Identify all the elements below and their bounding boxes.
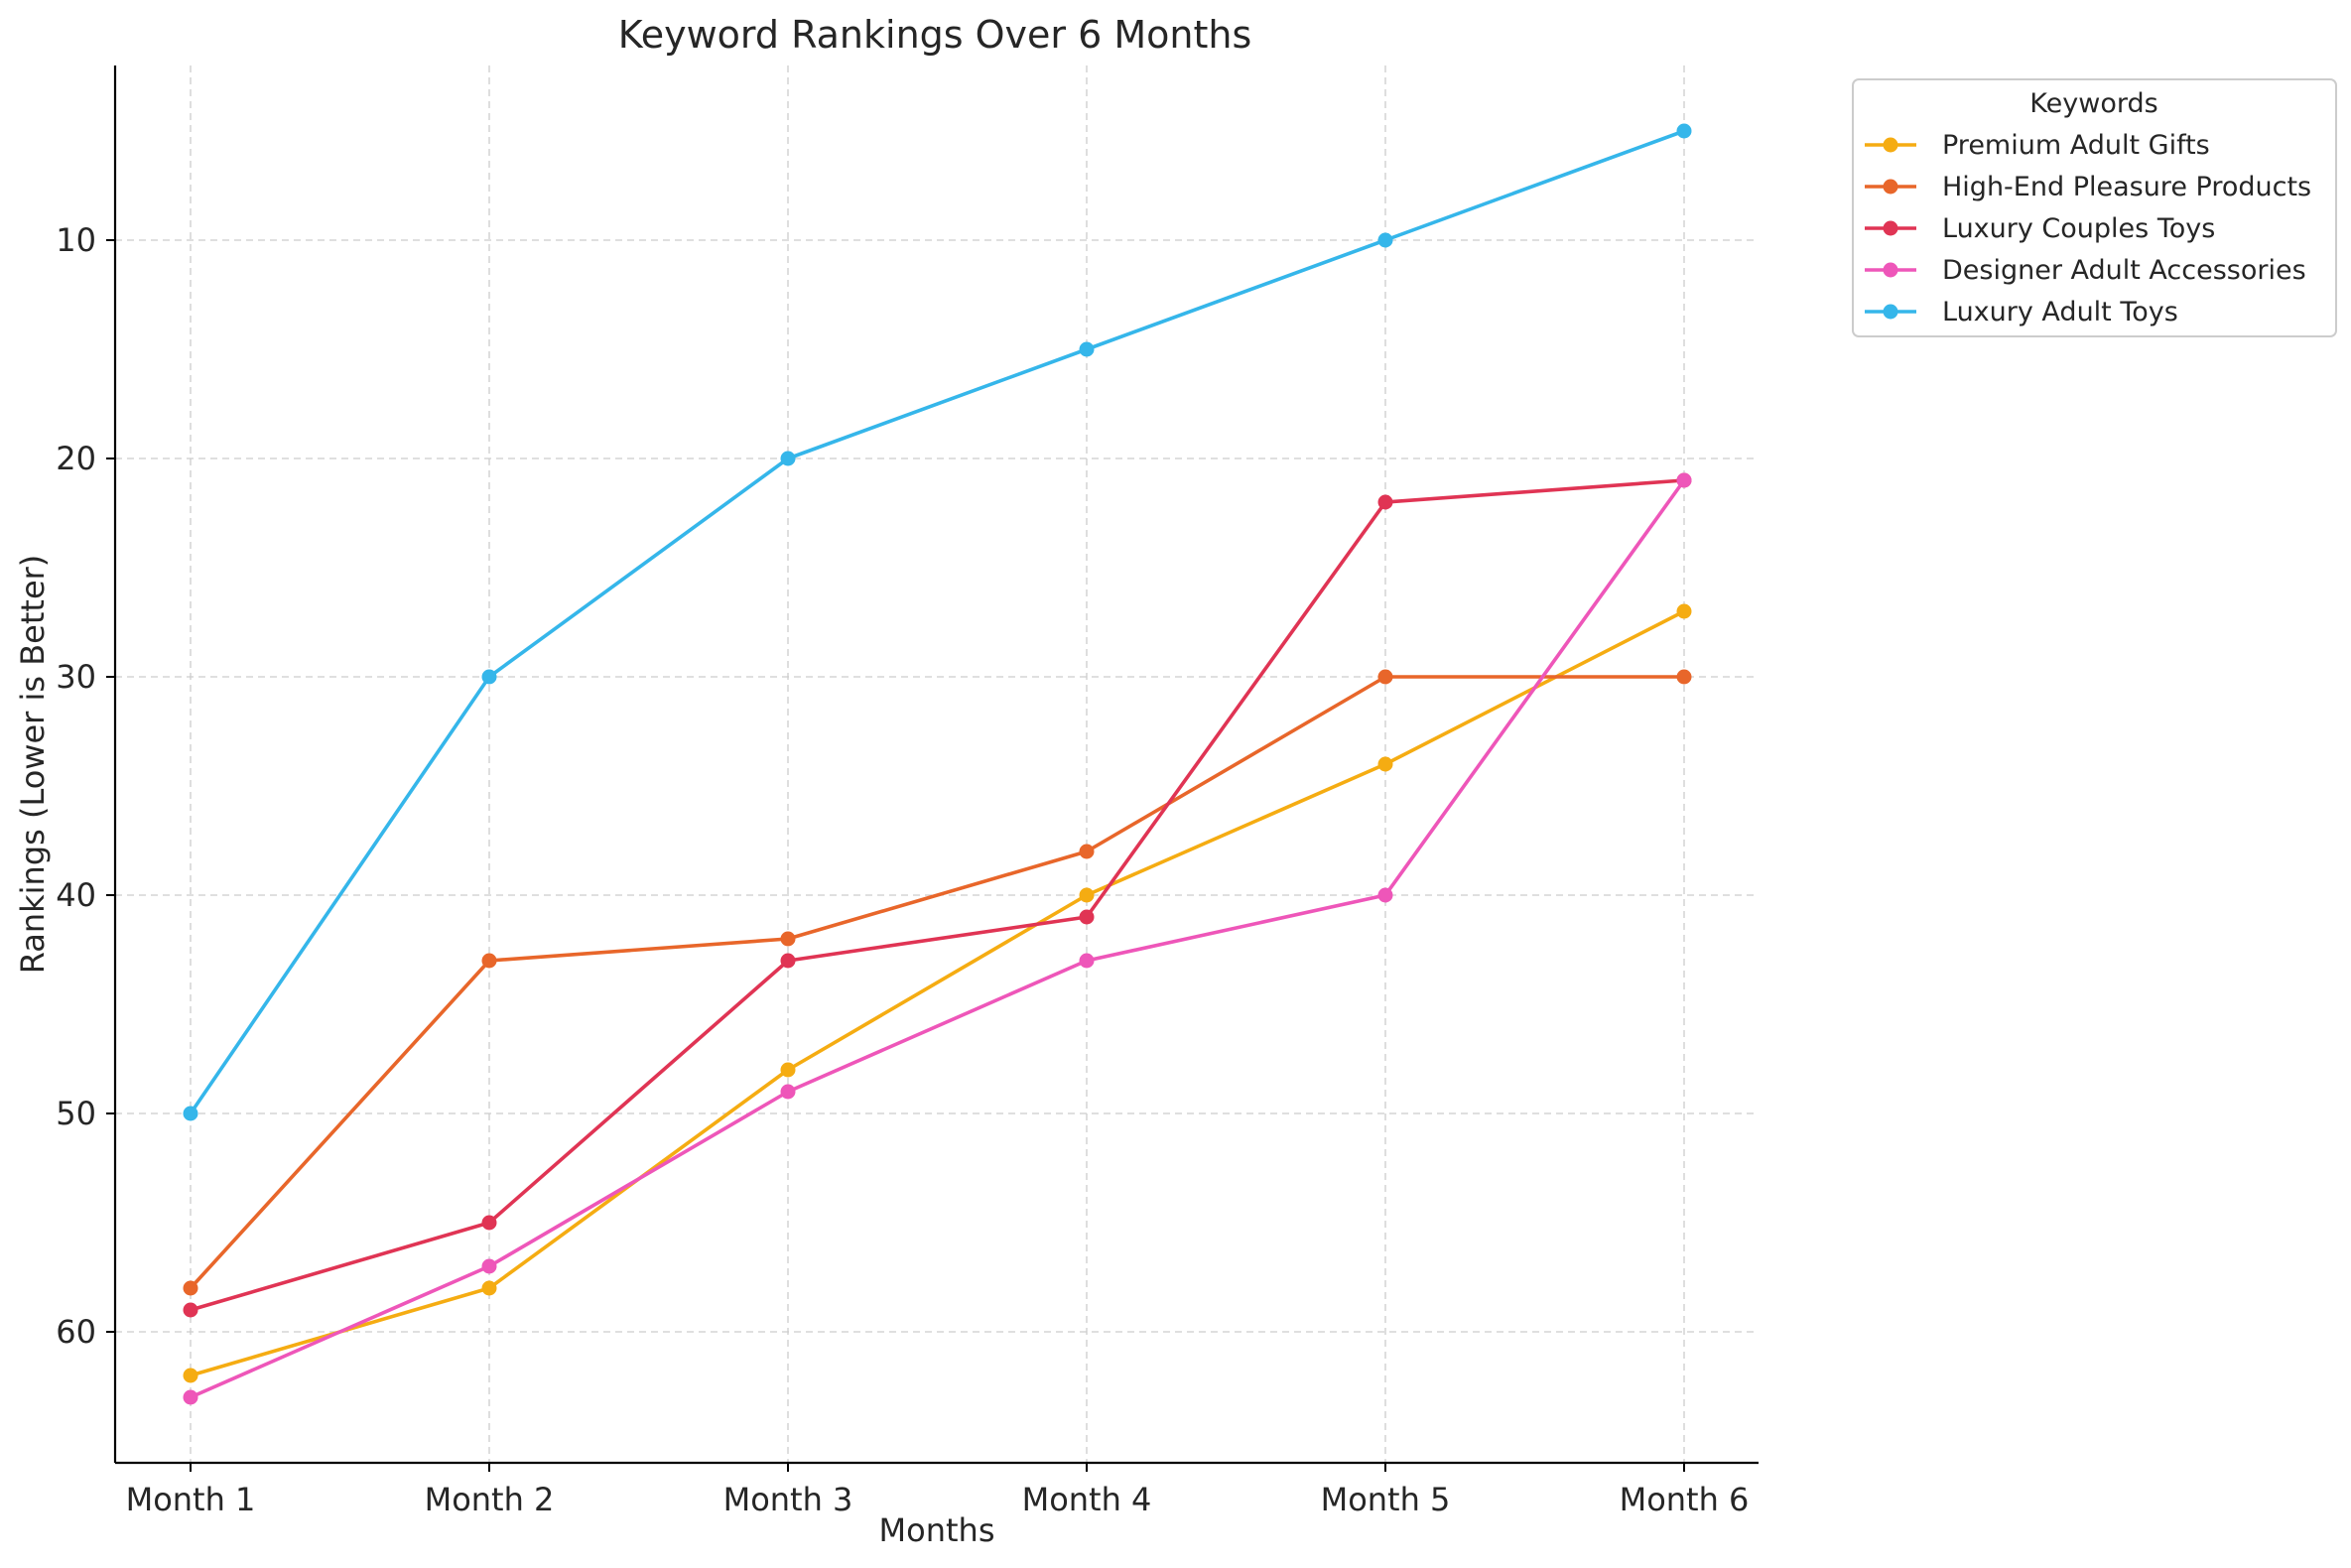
legend-marker: [1883, 220, 1898, 236]
legend-marker: [1883, 304, 1898, 320]
legend-marker: [1883, 137, 1898, 153]
data-point: [1377, 669, 1393, 685]
data-point: [780, 1084, 796, 1100]
series-2: [183, 669, 1692, 1296]
data-point: [481, 669, 497, 685]
series-5: [183, 123, 1692, 1121]
data-point: [780, 451, 796, 466]
data-point: [1676, 472, 1692, 488]
y-axis-label: Rankings (Lower is Better): [14, 555, 52, 975]
x-axis-label: Months: [879, 1511, 995, 1549]
x-tick-label: Month 1: [126, 1481, 256, 1518]
data-point: [780, 953, 796, 969]
x-tick-label: Month 3: [723, 1481, 853, 1518]
legend-title: Keywords: [2029, 88, 2157, 119]
data-point: [1377, 887, 1393, 903]
y-tick-label: 60: [56, 1313, 96, 1351]
x-axis-ticks: Month 1 Month 2 Month 3 Month 4 Month 5 Month…: [126, 1463, 1750, 1518]
data-point: [1079, 909, 1095, 925]
legend-label: Luxury Adult Toys: [1942, 297, 2178, 327]
legend-marker: [1883, 262, 1898, 278]
legend-item: Designer Adult Accessories: [1865, 255, 2306, 286]
data-point: [183, 1368, 198, 1383]
series-line: [189, 675, 1686, 1290]
data-point: [1377, 756, 1393, 772]
data-point: [780, 931, 796, 947]
x-tick-label: Month 2: [425, 1481, 555, 1518]
data-point: [481, 1280, 497, 1296]
legend-box: [1852, 78, 2337, 337]
x-tick-label: Month 5: [1321, 1481, 1451, 1518]
legend: Keywords Premium Adult Gifts High-End Ple…: [1852, 78, 2337, 337]
data-point: [1079, 887, 1095, 903]
legend-items: Premium Adult Gifts High-End Pleasure Pro…: [1865, 130, 2311, 327]
series-line: [189, 129, 1686, 1115]
data-point: [481, 953, 497, 969]
data-point: [1676, 669, 1692, 685]
data-point: [183, 1389, 198, 1405]
series-4: [183, 472, 1692, 1405]
data-point: [1676, 603, 1692, 619]
legend-marker: [1883, 179, 1898, 195]
data-point: [1676, 123, 1692, 139]
y-tick-label: 40: [56, 876, 96, 914]
data-point: [780, 1062, 796, 1078]
y-tick-label: 50: [56, 1095, 96, 1132]
legend-item: Luxury Couples Toys: [1865, 213, 2215, 244]
legend-label: Designer Adult Accessories: [1942, 255, 2306, 286]
x-tick-label: Month 6: [1620, 1481, 1750, 1518]
series-1: [183, 603, 1692, 1383]
series-line: [189, 478, 1686, 1312]
legend-item: High-End Pleasure Products: [1865, 172, 2311, 202]
data-point: [183, 1302, 198, 1318]
legend-label: Luxury Couples Toys: [1942, 213, 2215, 244]
series-layer: [183, 123, 1692, 1405]
series-line: [189, 478, 1686, 1399]
series-line: [189, 609, 1686, 1377]
y-axis-ticks: 10 20 30 40 50 60: [56, 221, 115, 1351]
data-point: [1377, 494, 1393, 510]
data-point: [481, 1258, 497, 1274]
data-point: [481, 1215, 497, 1231]
data-point: [1079, 953, 1095, 969]
y-tick-label: 30: [56, 658, 96, 696]
legend-label: High-End Pleasure Products: [1942, 172, 2311, 202]
x-tick-label: Month 4: [1022, 1481, 1152, 1518]
data-point: [1079, 844, 1095, 859]
data-point: [1377, 232, 1393, 248]
legend-label: Premium Adult Gifts: [1942, 130, 2210, 161]
y-tick-label: 10: [56, 221, 96, 259]
grid-lines: [115, 65, 1759, 1463]
data-point: [183, 1280, 198, 1296]
series-3: [183, 472, 1692, 1318]
data-point: [1079, 341, 1095, 357]
legend-item: Premium Adult Gifts: [1865, 130, 2210, 161]
chart-title: Keyword Rankings Over 6 Months: [618, 13, 1252, 57]
data-point: [183, 1106, 198, 1121]
legend-item: Luxury Adult Toys: [1865, 297, 2178, 327]
y-tick-label: 20: [56, 440, 96, 477]
